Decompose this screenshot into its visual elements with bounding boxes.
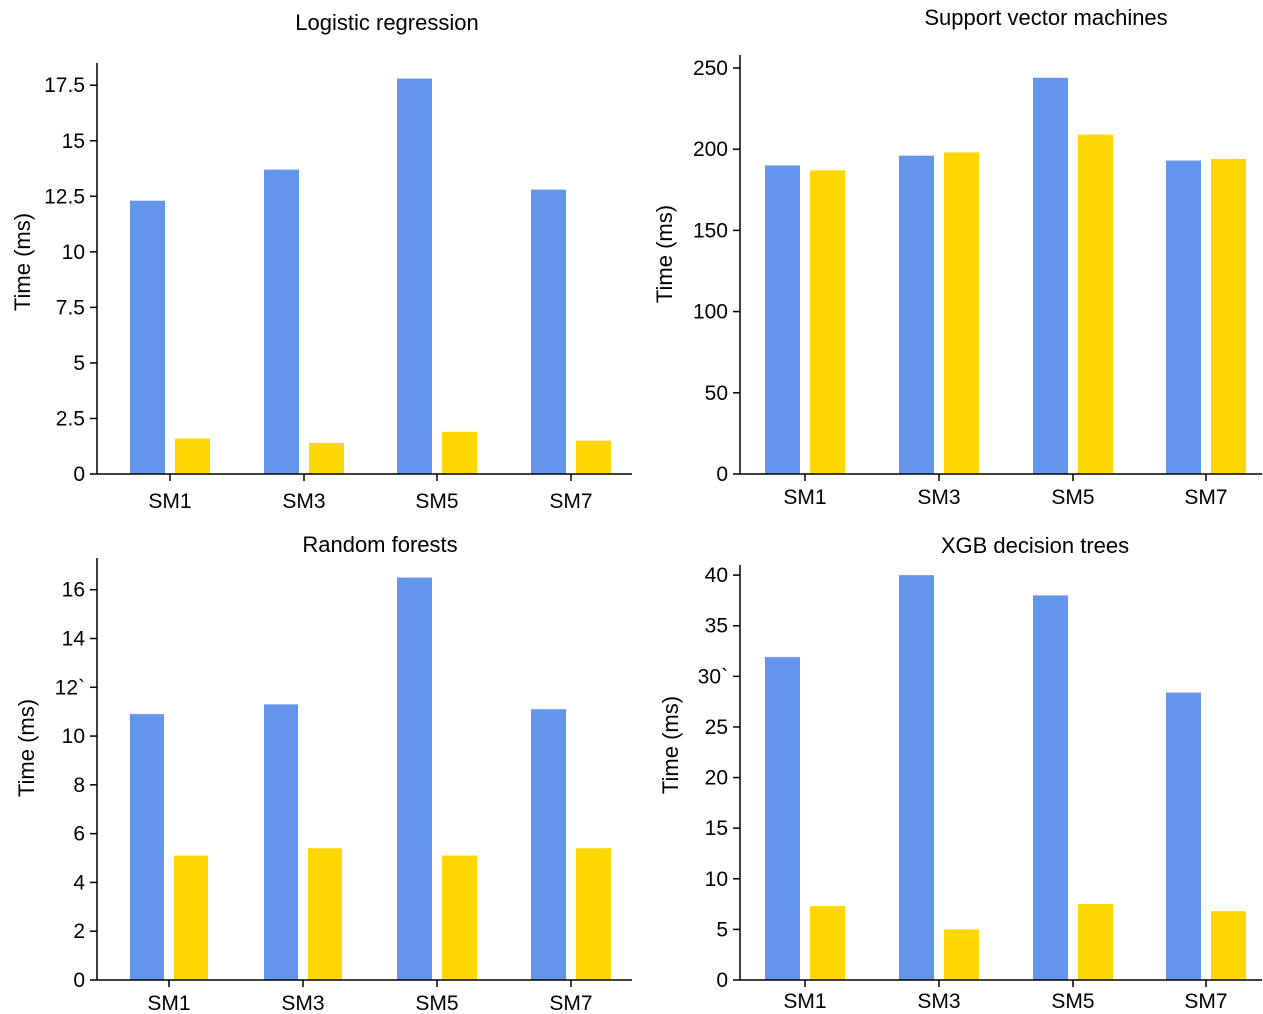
x-tick-label: SM1 [783, 486, 826, 509]
y-tick-label: 0 [73, 969, 85, 992]
y-tick-label: 12` [55, 676, 85, 699]
bar-sm5-series-1 [1033, 595, 1068, 980]
y-tick-label: 20 [705, 767, 728, 790]
bar-sm5-series-1 [397, 78, 432, 474]
bar-sm5-series-2 [1078, 904, 1113, 980]
bar-sm1-series-2 [175, 438, 210, 474]
bar-sm5-series-2 [1078, 134, 1113, 474]
y-tick-label: 200 [693, 138, 728, 161]
y-tick-label: 10 [705, 868, 728, 891]
y-axis-label: Time (ms) [10, 213, 35, 311]
bar-sm1-series-2 [174, 855, 208, 980]
x-tick-label: SM7 [1184, 486, 1227, 509]
y-tick-label: 4 [73, 871, 85, 894]
x-tick-label: SM5 [415, 490, 458, 513]
y-tick-label: 250 [693, 57, 728, 80]
bar-sm1-series-1 [765, 657, 800, 980]
y-axis-label: Time (ms) [658, 696, 683, 794]
x-tick-label: SM1 [783, 990, 826, 1013]
bar-sm1-series-1 [130, 200, 165, 474]
bar-sm3-series-2 [944, 929, 979, 980]
y-tick-label: 12.5 [44, 185, 85, 208]
y-tick-label: 0 [73, 463, 85, 486]
chart-title: Logistic regression [295, 10, 478, 35]
y-tick-label: 0 [716, 969, 728, 992]
y-tick-label: 100 [693, 301, 728, 324]
bar-sm5-series-1 [1033, 77, 1068, 474]
x-tick-label: SM5 [1051, 990, 1094, 1013]
bar-sm3-series-2 [308, 848, 342, 980]
y-tick-label: 10 [62, 725, 85, 748]
y-tick-label: 5 [716, 918, 728, 941]
bar-sm7-series-2 [1211, 158, 1246, 474]
bar-sm1-series-1 [765, 165, 800, 474]
y-tick-label: 2 [73, 920, 85, 943]
chart-title: XGB decision trees [941, 533, 1129, 558]
y-tick-label: 17.5 [44, 74, 85, 97]
x-tick-label: SM3 [917, 990, 960, 1013]
y-tick-label: 16 [62, 579, 85, 602]
bar-sm3-series-1 [899, 575, 934, 980]
chart-title: Random forests [302, 532, 457, 557]
chart-panel-2: Support vector machines Time (ms) SM1 SM3 SM… [652, 5, 1262, 509]
y-tick-label: 30` [698, 665, 728, 688]
bar-sm3-series-1 [264, 704, 298, 980]
y-tick-label: 10 [62, 241, 85, 264]
chart-panel-3: Random forests Time (ms) SM1 SM3 SM5 SM7 0 2 4 6 8… [14, 532, 632, 1014]
y-tick-label: 40 [705, 564, 728, 587]
chart-panel-4: XGB decision trees Time (ms) SM1 SM3 SM5 SM7 0… [658, 533, 1262, 1013]
y-tick-label: 15 [705, 817, 728, 840]
bar-sm5-series-2 [442, 855, 477, 980]
y-tick-label: 15 [62, 130, 85, 153]
x-tick-label: SM7 [549, 992, 592, 1014]
y-tick-label: 50 [705, 382, 728, 405]
y-tick-label: 6 [73, 823, 85, 846]
bar-sm1-series-2 [810, 906, 845, 980]
y-tick-label: 25 [705, 716, 728, 739]
y-axis-label: Time (ms) [14, 699, 39, 797]
x-tick-label: SM7 [1184, 990, 1227, 1013]
x-tick-label: SM3 [917, 486, 960, 509]
bar-sm7-series-2 [576, 440, 611, 474]
bar-sm3-series-2 [944, 152, 979, 474]
y-tick-label: 35 [705, 615, 728, 638]
bar-sm7-series-1 [1166, 160, 1201, 474]
y-tick-label: 0 [716, 463, 728, 486]
y-tick-label: 14 [62, 627, 86, 650]
y-tick-label: 8 [73, 774, 85, 797]
y-tick-label: 2.5 [56, 407, 85, 430]
bar-sm1-series-1 [130, 714, 164, 980]
y-tick-label: 7.5 [56, 296, 85, 319]
bar-sm3-series-1 [264, 169, 299, 475]
bar-sm7-series-1 [531, 189, 566, 474]
x-tick-label: SM5 [415, 992, 458, 1014]
bar-sm5-series-1 [397, 577, 432, 980]
bar-sm7-series-1 [531, 709, 566, 980]
bar-sm5-series-2 [442, 431, 477, 474]
x-tick-label: SM3 [282, 490, 325, 513]
bar-sm3-series-2 [309, 442, 344, 474]
bar-sm3-series-1 [899, 155, 934, 474]
bar-sm7-series-2 [1211, 911, 1246, 980]
y-axis-label: Time (ms) [652, 205, 677, 303]
chart-title: Support vector machines [924, 5, 1167, 30]
x-tick-label: SM3 [281, 992, 324, 1014]
y-tick-label: 5 [73, 352, 85, 375]
bar-sm7-series-1 [1166, 692, 1201, 980]
chart-panel-1: Logistic regression Time (ms) SM1 SM3 SM5 SM7… [10, 10, 632, 513]
x-tick-label: SM1 [148, 490, 191, 513]
bar-sm7-series-2 [576, 848, 611, 980]
x-tick-label: SM5 [1051, 486, 1094, 509]
x-tick-label: SM1 [147, 992, 190, 1014]
x-tick-label: SM7 [549, 490, 592, 513]
bar-sm1-series-2 [810, 170, 845, 474]
y-tick-label: 150 [693, 219, 728, 242]
